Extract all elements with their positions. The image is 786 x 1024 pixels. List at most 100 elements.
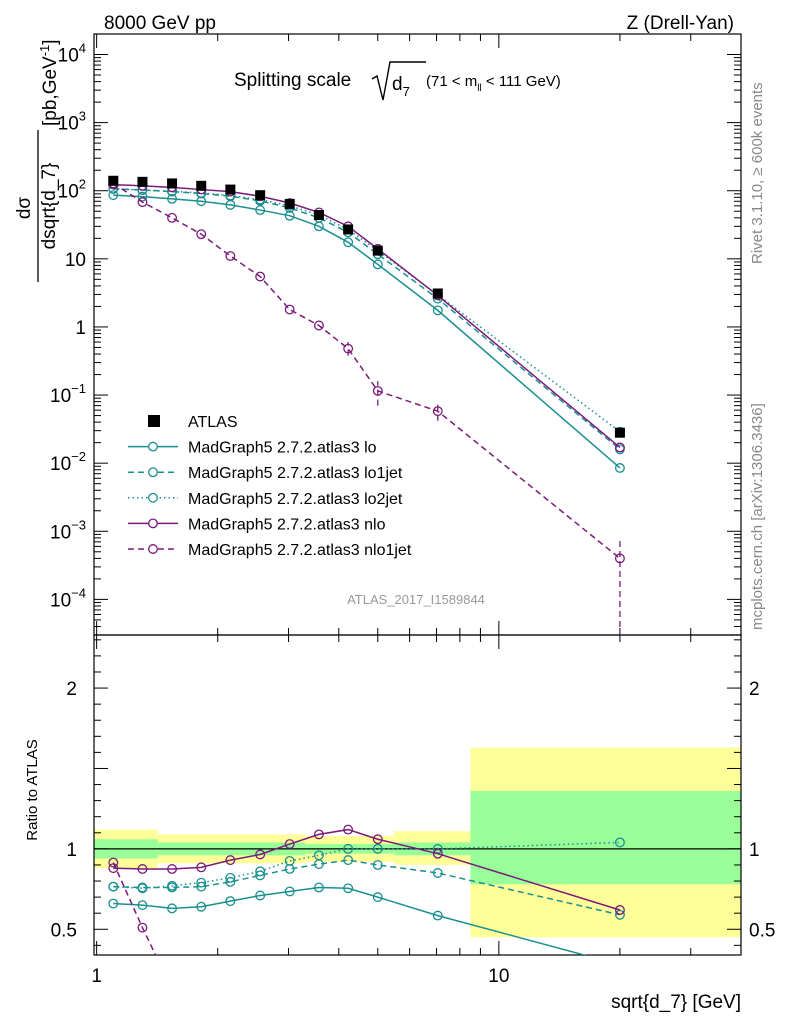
series-marker [343, 883, 354, 894]
y-tick-label: 103 [58, 109, 86, 135]
series-marker [372, 843, 383, 854]
legend-label: MadGraph5 2.7.2.atlas3 nlo [188, 516, 386, 533]
series-marker [343, 237, 354, 248]
ratio-y-tick-label-right: 2 [749, 679, 760, 700]
atlas-data-point [614, 427, 625, 438]
series-line [113, 886, 587, 955]
series-marker [614, 905, 625, 915]
y-tick-label: 102 [58, 177, 86, 203]
series-marker [137, 900, 148, 911]
series-marker [255, 849, 266, 860]
legend-label: MadGraph5 2.7.2.atlas3 lo [188, 440, 377, 457]
y-tick-label: 10−3 [50, 517, 86, 543]
ratio-y-axis-label: Ratio to ATLAS [24, 739, 41, 840]
series-marker [313, 882, 324, 893]
series-marker [137, 191, 148, 202]
x-tick-label: 10 [488, 966, 509, 987]
ratio-band-green [470, 790, 741, 885]
mcplots-reference-text: mcplots.cern.ch [arXiv:1306.3436] [749, 403, 766, 630]
sqrt-symbol [371, 61, 426, 101]
legend-marker [148, 492, 158, 503]
series-marker [156, 954, 159, 955]
legend-marker [148, 467, 158, 478]
legend-marker [148, 544, 158, 554]
series-marker [614, 463, 625, 473]
series-marker [225, 872, 236, 883]
series-marker [343, 843, 354, 854]
legend-label: MadGraph5 2.7.2.atlas3 lo1jet [188, 465, 403, 482]
series-marker [225, 855, 236, 866]
series-marker [108, 881, 119, 892]
x-tick-label: 1 [91, 966, 102, 987]
series-marker [196, 877, 207, 888]
legend: ATLAS MadGraph5 2.7.2.atlas3 lo MadGraph5 … [128, 414, 412, 559]
chart-title-sqrt: d7 [392, 74, 410, 99]
series-marker [196, 862, 207, 873]
series-marker [313, 829, 324, 840]
y-tick-label: 10−1 [50, 381, 86, 407]
series-marker [137, 864, 148, 874]
series-line [113, 183, 621, 449]
series-marker [372, 892, 383, 903]
series-marker [616, 960, 625, 969]
series-marker [108, 190, 119, 201]
atlas-data-point [167, 178, 178, 189]
analysis-id: ATLAS_2017_I1589844 [347, 592, 485, 607]
x-axis-label: sqrt{d_7} [GeV] [611, 992, 741, 1013]
ratio-y-tick-label-right: 1 [749, 840, 760, 861]
y-tick-label: 1 [75, 318, 86, 339]
series-marker [255, 870, 266, 881]
ratio-x-tick-labels: 1 10 [91, 966, 509, 987]
y-tick-label: 10−4 [50, 585, 86, 611]
rivet-version-text: Rivet 3.1.10, ≥ 600k events [749, 82, 766, 264]
series-marker [313, 850, 324, 861]
main-series-group [108, 175, 625, 635]
series-marker [432, 305, 443, 316]
series-line [112, 862, 157, 955]
series-line [113, 188, 621, 450]
atlas-data-point [372, 245, 383, 256]
series-marker [284, 304, 295, 315]
series-marker [614, 442, 625, 453]
atlas-data-point [343, 224, 354, 235]
series-marker [108, 857, 119, 868]
series-marker [196, 901, 207, 912]
atlas-data-point [284, 198, 295, 209]
ratio-y-tick-label-left: 0.5 [51, 920, 77, 941]
ratio-y-tick-label-right: 0.5 [749, 920, 775, 941]
series-marker [372, 259, 383, 270]
legend-label: MadGraph5 2.7.2.atlas3 lo2jet [188, 491, 403, 508]
header-left: 8000 GeV pp [104, 13, 216, 34]
y-label-unit: [pb,GeV-1] [37, 39, 61, 126]
series-marker [284, 839, 295, 849]
series-marker [167, 864, 178, 874]
legend-marker [148, 518, 158, 529]
atlas-data-point [196, 180, 207, 191]
series-marker [284, 886, 295, 897]
atlas-data-point [225, 184, 236, 195]
series-marker [255, 271, 266, 282]
series-marker [432, 868, 443, 878]
atlas-data-point [313, 210, 324, 221]
series-marker [167, 193, 178, 204]
chart-title-range: (71 < mll < 111 GeV) [426, 73, 561, 94]
series-marker [284, 855, 295, 866]
series-marker [225, 896, 236, 907]
y-tick-label: 10 [65, 250, 86, 271]
y-label-numerator: dσ [14, 197, 35, 220]
atlas-data-point [432, 288, 443, 299]
series-marker [343, 855, 354, 866]
legend-label: MadGraph5 2.7.2.atlas3 nlo1jet [188, 542, 412, 559]
series-marker [372, 834, 383, 845]
series-marker [284, 210, 295, 221]
series-line [113, 187, 621, 433]
atlas-data-point [137, 176, 148, 187]
series-marker [255, 866, 266, 877]
series-marker [614, 909, 625, 920]
ratio-y-tick-label-left: 2 [66, 679, 77, 700]
series-marker [313, 320, 324, 331]
y-tick-label: 104 [58, 41, 86, 67]
series-marker [196, 229, 207, 240]
